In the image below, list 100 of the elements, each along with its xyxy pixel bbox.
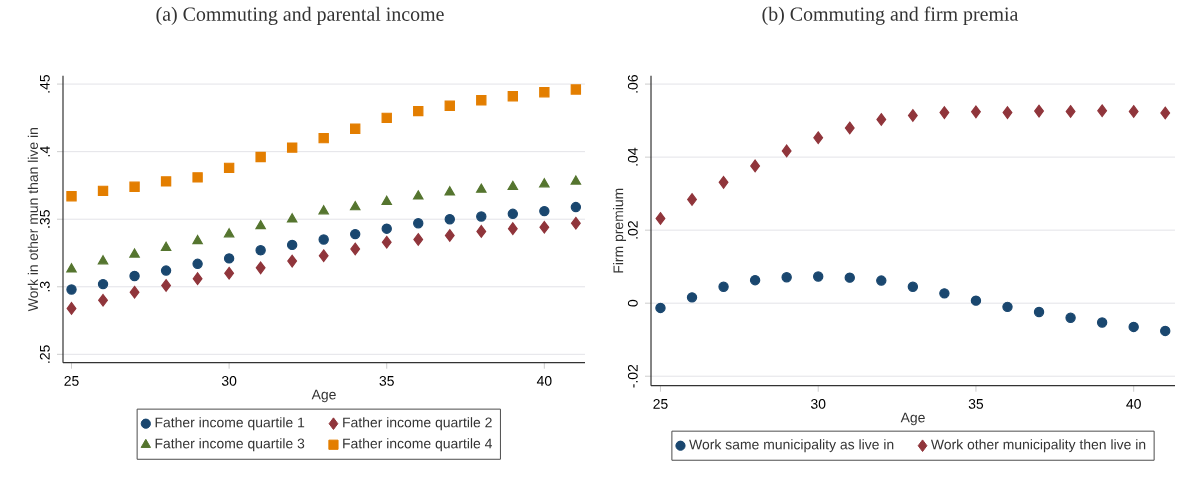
point xyxy=(444,100,455,112)
point xyxy=(476,211,487,222)
point xyxy=(255,261,266,275)
point xyxy=(718,281,729,293)
x-tick-label: 30 xyxy=(221,376,237,386)
point xyxy=(939,106,950,120)
point xyxy=(444,214,455,225)
point xyxy=(813,131,824,145)
y-tick-label: 0 xyxy=(627,300,638,307)
point xyxy=(539,206,550,217)
point xyxy=(476,95,487,106)
point xyxy=(1128,105,1139,119)
x-tick-label: 35 xyxy=(968,399,984,409)
point xyxy=(255,245,266,256)
point xyxy=(97,255,109,265)
point xyxy=(97,279,109,290)
point xyxy=(570,84,582,95)
point xyxy=(350,242,361,256)
point xyxy=(570,217,581,230)
point xyxy=(876,275,887,286)
x-tick-label: 35 xyxy=(379,376,394,386)
point xyxy=(813,271,824,282)
y-axis-title: Firm premium xyxy=(613,188,627,273)
x-tick-label: 40 xyxy=(536,376,552,386)
point xyxy=(318,249,329,263)
point xyxy=(412,190,424,200)
point xyxy=(1034,104,1044,118)
point xyxy=(286,239,298,251)
point xyxy=(1096,317,1108,328)
point xyxy=(350,229,361,240)
point xyxy=(381,112,392,124)
point xyxy=(539,178,550,188)
legend-label: Work same municipality as live in xyxy=(689,439,894,453)
legend-label: Father income quartile 2 xyxy=(343,417,492,431)
legend-label: Work other municipality then live in xyxy=(930,439,1146,453)
point xyxy=(160,265,172,276)
point xyxy=(129,248,140,258)
point xyxy=(192,258,203,270)
point xyxy=(160,176,172,187)
point xyxy=(686,292,698,303)
legend-label: Father income quartile 3 xyxy=(155,438,305,452)
point xyxy=(192,272,203,286)
y-tick-label: .4 xyxy=(40,146,50,157)
point xyxy=(129,270,140,282)
point xyxy=(970,295,982,306)
y-tick-label: .3 xyxy=(39,281,50,292)
point xyxy=(318,133,329,144)
y-tick-label: .35 xyxy=(39,210,50,228)
point xyxy=(129,181,140,193)
point xyxy=(66,191,77,202)
y-tick-label: .25 xyxy=(39,345,50,363)
point xyxy=(286,142,298,153)
point xyxy=(381,223,392,235)
chart-title: (b) Commuting and firm premia xyxy=(762,6,1019,26)
point xyxy=(570,175,582,185)
point xyxy=(97,185,109,197)
x-tick-label: 25 xyxy=(653,399,668,409)
point xyxy=(286,213,298,223)
y-tick-label: .04 xyxy=(627,147,638,166)
x-tick-label: 30 xyxy=(810,399,826,409)
point xyxy=(718,176,729,189)
y-axis-title: Work in other mun than live in xyxy=(27,128,38,312)
point xyxy=(876,113,887,127)
point xyxy=(539,87,550,98)
y-tick-label: .02 xyxy=(627,221,638,239)
point xyxy=(1002,301,1013,313)
point xyxy=(1097,104,1108,118)
point xyxy=(444,186,456,196)
x-tick-label: 40 xyxy=(1126,399,1141,409)
point xyxy=(223,162,235,174)
point xyxy=(1128,321,1139,333)
point xyxy=(1002,106,1013,120)
point xyxy=(287,254,298,268)
point xyxy=(224,267,235,280)
point xyxy=(66,284,77,295)
point xyxy=(192,234,203,245)
y-tick-label: .45 xyxy=(40,75,50,93)
chart-title: (a) Commuting and parental income xyxy=(156,7,444,26)
point xyxy=(413,233,424,247)
point xyxy=(781,144,792,158)
x-axis-title: Age xyxy=(900,412,925,426)
point xyxy=(413,218,424,229)
point xyxy=(781,272,792,283)
point xyxy=(1065,312,1076,324)
point xyxy=(907,281,919,293)
point xyxy=(1065,105,1076,119)
point xyxy=(539,221,550,234)
legend-label: Father income quartile 4 xyxy=(343,438,492,452)
point xyxy=(476,225,487,238)
x-axis-title: Age xyxy=(311,389,336,403)
point xyxy=(223,253,235,264)
point xyxy=(444,229,455,242)
point xyxy=(749,275,761,286)
point xyxy=(844,272,855,283)
point xyxy=(66,302,77,315)
point xyxy=(907,109,918,123)
legend-label: Father income quartile 1 xyxy=(155,417,305,431)
point xyxy=(318,205,329,215)
point xyxy=(507,208,519,220)
y-tick-label: .06 xyxy=(627,75,638,93)
